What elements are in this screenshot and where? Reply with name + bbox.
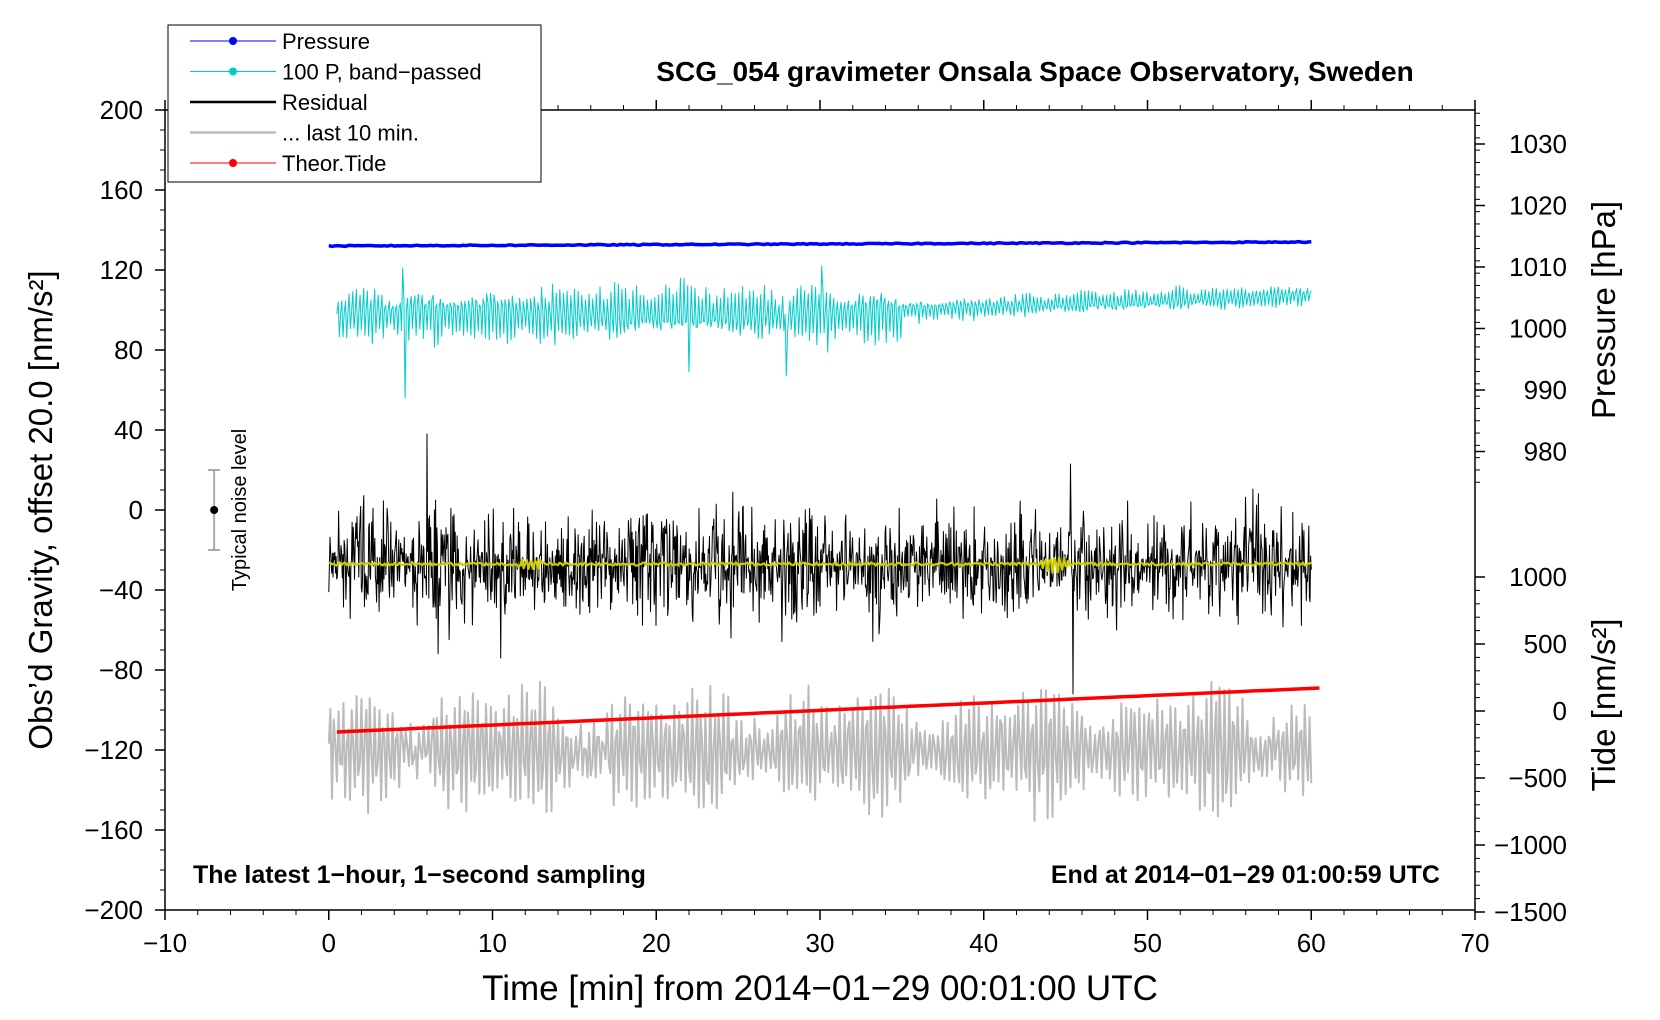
tide-tick-label: 0: [1553, 696, 1567, 726]
series-pressure-bandpassed-line: [336, 265, 1312, 399]
y-tick-label: −160: [84, 815, 143, 845]
note-end-time: End at 2014−01−29 01:00:59 UTC: [1051, 861, 1440, 889]
y-tick-label: 0: [129, 495, 143, 525]
tide-tick-label: −1500: [1494, 897, 1567, 927]
y-axis-label-tide: Tide [nm/s²]: [1585, 619, 1622, 792]
tide-tick-label: −500: [1508, 763, 1567, 793]
legend-box: [167, 24, 542, 183]
y-tick-label: −40: [99, 575, 143, 605]
noise-bar-center: [210, 506, 219, 514]
tide-tick-label: 1000: [1509, 562, 1567, 592]
legend-marker: [229, 159, 237, 167]
y-tick-label: −120: [84, 735, 143, 765]
legend-marker: [229, 37, 237, 45]
series-residual-line: [328, 433, 1312, 695]
note-sampling: The latest 1−hour, 1−second sampling: [193, 861, 646, 889]
x-tick-label: 70: [1461, 928, 1490, 958]
plot-frame: [164, 109, 1476, 911]
legend-label: Residual: [282, 90, 368, 115]
y-tick-label: 40: [114, 415, 143, 445]
series-tide-line: [336, 686, 1320, 734]
legend-label: Theor.Tide: [282, 151, 386, 176]
ticks-layer: −10 0 10 20 30 40 50 60 7020016012080400−40−80−1…: [84, 95, 1567, 958]
legend-label: Pressure: [282, 29, 370, 54]
legend-label: 100 P, band−passed: [282, 60, 482, 85]
pressure-tick-label: 990: [1524, 375, 1567, 405]
y-tick-label: −80: [99, 655, 143, 685]
series-pressure-line: [328, 239, 1312, 249]
series-last-10-min-line: [327, 681, 1313, 822]
y-tick-label: 160: [100, 175, 143, 205]
tide-tick-label: −1000: [1494, 830, 1567, 860]
series-residual-smoothed-line: [328, 555, 1312, 574]
y-tick-label: 80: [114, 335, 143, 365]
chart-title: SCG_054 gravimeter Onsala Space Observat…: [656, 56, 1413, 87]
pressure-tick-label: 1020: [1509, 191, 1567, 221]
x-tick-label: 30: [806, 928, 835, 958]
y-tick-label: 200: [100, 95, 143, 125]
x-tick-label: 50: [1133, 928, 1162, 958]
pressure-tick-label: 1000: [1509, 314, 1567, 344]
x-tick-label: −10: [143, 928, 187, 958]
y-axis-label-pressure: Pressure [hPa]: [1585, 201, 1622, 419]
x-tick-label: 20: [642, 928, 671, 958]
x-tick-label: 0: [322, 928, 336, 958]
x-tick-label: 40: [969, 928, 998, 958]
series-layer: [327, 239, 1320, 822]
y-tick-label: 120: [100, 255, 143, 285]
legend-marker: [229, 67, 237, 76]
y-tick-label: −200: [84, 895, 143, 925]
pressure-tick-label: 1030: [1509, 129, 1567, 159]
pressure-tick-label: 980: [1524, 437, 1567, 467]
x-axis-label: Time [min] from 2014−01−29 00:01:00 UTC: [482, 969, 1158, 1008]
x-tick-label: 10: [478, 928, 507, 958]
legend: Pressure 100 P, band−passed Residual ... la…: [167, 24, 542, 183]
noise-level-label: Typical noise level: [229, 429, 251, 591]
pressure-tick-label: 1010: [1509, 252, 1567, 282]
noise-level-bar: [208, 469, 221, 551]
tide-tick-label: 500: [1524, 629, 1567, 659]
x-tick-label: 60: [1297, 928, 1326, 958]
legend-label: ... last 10 min.: [282, 121, 419, 146]
y-axis-label-left: Obs’d Gravity, offset 20.0 [nm/s²]: [22, 270, 59, 749]
